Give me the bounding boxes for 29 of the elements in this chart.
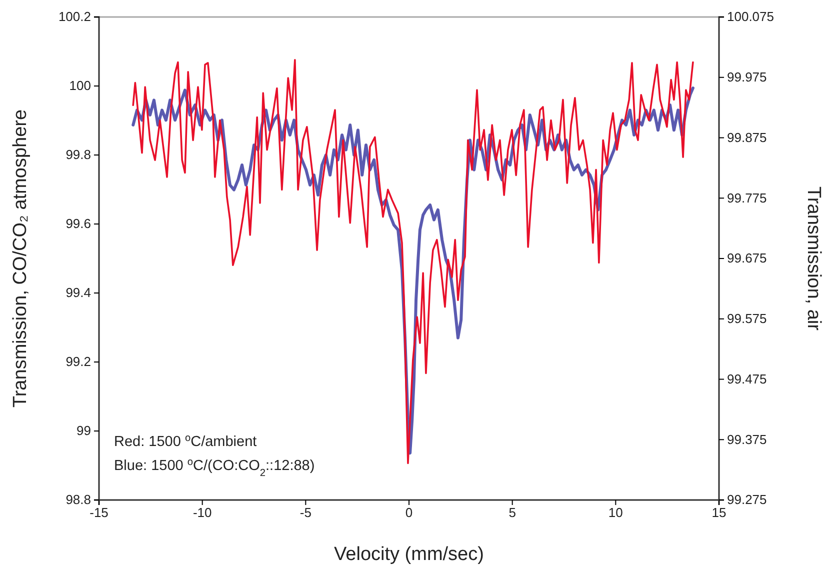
y2-tick-label: 99.775 bbox=[727, 190, 767, 206]
y-tick-label: 100 bbox=[69, 78, 91, 94]
x-tick-label: 0 bbox=[405, 505, 413, 520]
y2-tick-label: 100.075 bbox=[727, 9, 774, 24]
y-tick-label: 99.6 bbox=[66, 216, 91, 232]
x-tick-label: 10 bbox=[608, 505, 623, 520]
x-tick-label: 15 bbox=[712, 505, 726, 520]
y-tick-label: 99 bbox=[76, 423, 91, 438]
x-tick-label: -15 bbox=[90, 505, 108, 520]
y-tick-label: 98.8 bbox=[66, 492, 91, 508]
y2-tick-label: 99.475 bbox=[727, 371, 767, 386]
y2-tick-label: 99.375 bbox=[727, 432, 767, 447]
y2-tick-label: 99.875 bbox=[727, 130, 767, 145]
y2-axis-title: Transmission, air bbox=[803, 186, 824, 332]
y-tick-label: 99.8 bbox=[66, 147, 91, 162]
x-tick-label: -5 bbox=[300, 505, 312, 520]
y2-tick-label: 99.675 bbox=[727, 250, 767, 266]
y-tick-label: 99.4 bbox=[66, 285, 91, 300]
y-axis-title: Transmission, CO/CO₂ atmosphere bbox=[10, 109, 31, 408]
annotation: Red: 1500 $^{o}$C/ambient bbox=[114, 432, 257, 450]
x-tick-label: -10 bbox=[192, 505, 212, 520]
y2-tick-label: 99.575 bbox=[727, 311, 767, 326]
y-tick-label: 99.2 bbox=[66, 354, 91, 370]
y2-tick-label: 99.275 bbox=[727, 492, 767, 508]
annotation: Blue: 1500 $^{o}$C/(CO:CO$_{2}$::12:88) bbox=[114, 456, 315, 478]
y-tick-label: 100.2 bbox=[58, 9, 91, 24]
y2-tick-label: 99.975 bbox=[727, 70, 767, 85]
x-tick-label: 5 bbox=[508, 505, 516, 520]
x-axis-title: Velocity (mm/sec) bbox=[334, 544, 484, 565]
